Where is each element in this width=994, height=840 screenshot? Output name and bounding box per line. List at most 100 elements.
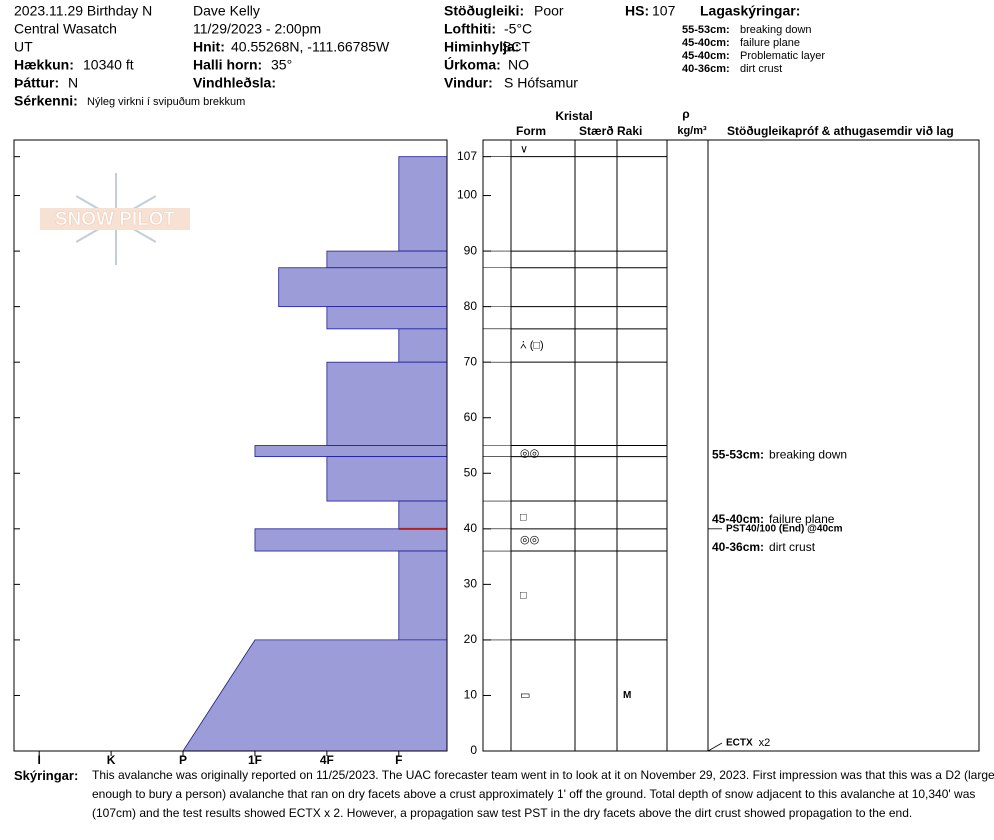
legend-text: Problematic layer: [740, 50, 825, 62]
grain-form: □: [520, 512, 527, 524]
layer-comment-text: dirt crust: [769, 540, 816, 554]
field-label: Vindur:: [444, 75, 493, 91]
y-tick-label: 80: [464, 299, 478, 313]
field-label: Hnit:: [193, 39, 225, 55]
y-tick-label: 60: [464, 410, 478, 424]
field-value: NO: [508, 57, 529, 73]
legend-label: 45-40cm:: [682, 50, 730, 62]
col-header: Form: [516, 124, 546, 138]
field-value: UT: [14, 39, 33, 55]
col-header: ρ: [682, 107, 689, 121]
legend-label: 40-36cm:: [682, 63, 730, 75]
col-header: Stöðugleikapróf & athugasemdir við lag: [727, 124, 954, 138]
layer-comment-text: breaking down: [769, 448, 847, 462]
grain-form: □: [520, 589, 527, 601]
grain-form: ▭: [520, 689, 530, 701]
x-tick-label: K: [107, 753, 116, 766]
field-value: Poor: [534, 3, 564, 19]
profile: 2023.11.29 Birthday N Central Wasatch UT Hæ…: [13, 3, 980, 766]
field-value: S Hófsamur: [504, 75, 578, 91]
logo-text: SNOW PILOT: [55, 209, 176, 230]
field-label: Úrkoma:: [444, 56, 501, 73]
moisture: M: [623, 690, 631, 701]
y-tick-label: 20: [464, 632, 478, 646]
field-value: 40.55268N, -111.66785W: [231, 39, 390, 55]
field-value: Nýleg virkni í svipuðum brekkum: [87, 96, 245, 108]
field-value: Dave Kelly: [193, 3, 260, 19]
x-tick-label: P: [179, 753, 187, 766]
hardness-layer: [398, 156, 448, 252]
y-tick-label: 90: [464, 243, 478, 257]
legend-text: breaking down: [740, 24, 812, 36]
legend-text: dirt crust: [740, 63, 782, 75]
legend-label: 55-53cm:: [682, 24, 730, 36]
chart-frame: [13, 139, 448, 752]
y-tick-label: 30: [464, 577, 478, 591]
field-value: 2023.11.29 Birthday N: [14, 3, 152, 19]
field-label: Sérkenni:: [14, 93, 78, 109]
hardness-layer: [326, 250, 448, 269]
field-label: Halli horn:: [193, 57, 262, 73]
col-header: Stærð: [579, 124, 614, 138]
field-value: SCT: [502, 39, 530, 55]
hardness-layer: [398, 328, 448, 363]
field-label: Stöðugleiki:: [444, 3, 524, 19]
layer-comment-label: 45-40cm:: [712, 512, 764, 526]
field-value: Central Wasatch: [14, 21, 117, 37]
hardness-layer: [182, 639, 448, 752]
hardness-layer: [326, 361, 448, 446]
field-label: HS:: [625, 3, 649, 19]
field-label: Vindhleðsla:: [193, 75, 276, 91]
y-tick-label: 107: [457, 149, 477, 163]
layer-comment-label: 55-53cm:: [712, 448, 764, 462]
field-value: -5°C: [504, 21, 532, 37]
x-tick-label: 1F: [248, 753, 262, 766]
col-header: Raki: [617, 124, 642, 138]
test-text: ECTX: [726, 738, 753, 749]
col-header: kg/m³: [677, 125, 707, 137]
field-value: 10340 ft: [83, 57, 134, 73]
col-header: Kristal: [555, 109, 592, 123]
test-text: PST40/100 (End) @40cm: [726, 523, 843, 534]
field-label: Þáttur:: [14, 75, 59, 91]
y-tick-label: 70: [464, 354, 478, 368]
legend-text: failure plane: [740, 37, 800, 49]
logo: SNOW PILOT: [40, 173, 190, 265]
hardness-layer: [326, 456, 448, 502]
grain-form: ◎◎: [520, 534, 539, 546]
comments-label: Skýringar:: [14, 768, 79, 783]
layer-comment-text: failure plane: [769, 512, 835, 526]
field-value: 11/29/2023 - 2:00pm: [193, 21, 321, 37]
x-tick-label: I: [38, 753, 41, 766]
field-label: Himinhylja:: [444, 39, 519, 55]
field-label: Lofthiti:: [444, 21, 496, 37]
hardness-layer: [398, 550, 448, 641]
test-arrow: [707, 742, 723, 752]
y-tick-label: 50: [464, 465, 478, 479]
hardness-layer: [398, 500, 448, 530]
y-tick-label: 40: [464, 521, 478, 535]
grain-form: ∨: [520, 143, 528, 155]
hardness-layer: [326, 306, 448, 330]
hardness-layer: [254, 528, 448, 552]
y-tick-label: 10: [464, 688, 478, 702]
x-tick-label: 4F: [320, 753, 334, 766]
y-tick-label: 100: [457, 188, 477, 202]
comments-text: This avalanche was originally reported o…: [92, 768, 994, 820]
field-label: Hækkun:: [14, 57, 74, 73]
field-value: N: [68, 75, 78, 91]
hardness-layer: [278, 267, 448, 308]
legend-label: 45-40cm:: [682, 37, 730, 49]
hardness-layer: [254, 445, 448, 458]
grain-form: ⩑ (□): [520, 339, 544, 351]
legend-title: Lagaskýringar:: [700, 3, 800, 19]
field-value: 107: [652, 3, 676, 19]
test-count: x2: [759, 737, 771, 749]
field-value: 35°: [271, 57, 292, 73]
grain-form: ◎◎: [520, 448, 539, 460]
logo-band: [40, 208, 190, 230]
x-tick-label: F: [395, 753, 402, 766]
comments: Skýringar: This avalanche was originally…: [14, 766, 994, 826]
y-tick-label: 0: [470, 743, 477, 757]
